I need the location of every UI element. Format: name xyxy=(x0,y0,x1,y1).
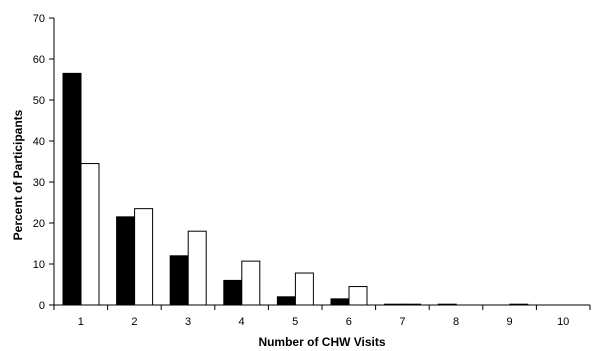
y-tick-label: 30 xyxy=(33,177,45,189)
bar-series-2 xyxy=(348,286,368,306)
bar-series-1 xyxy=(384,303,404,306)
x-axis-title: Number of CHW Visits xyxy=(258,335,385,349)
x-tick-label: 7 xyxy=(399,316,405,328)
bar-series-2 xyxy=(134,208,154,306)
y-tick-label: 60 xyxy=(33,54,45,66)
plot-area: 0 10 20 30 40 50 60 70 1 2 3 4 5 6 7 8 9 10 xyxy=(33,13,591,328)
y-tick-label: 70 xyxy=(33,13,45,25)
x-tick-label: 1 xyxy=(78,316,84,328)
bar-series-2 xyxy=(80,163,100,306)
bar-series-2 xyxy=(241,260,261,306)
x-tick-label: 6 xyxy=(346,316,352,328)
y-tick-label: 10 xyxy=(33,259,45,271)
bar-series-2 xyxy=(187,230,207,306)
bar-series-1 xyxy=(437,303,457,306)
x-tick-label: 9 xyxy=(507,316,513,328)
bar-series-1 xyxy=(276,296,296,306)
y-axis-title: Percent of Participants xyxy=(11,109,25,240)
bar-series-1 xyxy=(116,216,136,306)
x-tick-label: 2 xyxy=(131,316,137,328)
x-tick-label: 5 xyxy=(292,316,298,328)
bar-series-1 xyxy=(223,279,243,306)
x-tick-label: 10 xyxy=(557,316,569,328)
x-tick-label: 8 xyxy=(453,316,459,328)
bar-series-1 xyxy=(330,298,350,306)
bar-series-2 xyxy=(402,303,422,306)
y-tick-label: 20 xyxy=(33,218,45,230)
x-tick-label: 3 xyxy=(185,316,191,328)
x-tick-label: 4 xyxy=(239,316,245,328)
bar-series-2 xyxy=(509,303,529,306)
y-tick-label: 40 xyxy=(33,136,45,148)
y-tick-label: 0 xyxy=(39,300,45,312)
bar-series-1 xyxy=(62,72,82,306)
bar-series-1 xyxy=(169,255,189,306)
bar-series-2 xyxy=(294,272,314,306)
y-tick-label: 50 xyxy=(33,95,45,107)
